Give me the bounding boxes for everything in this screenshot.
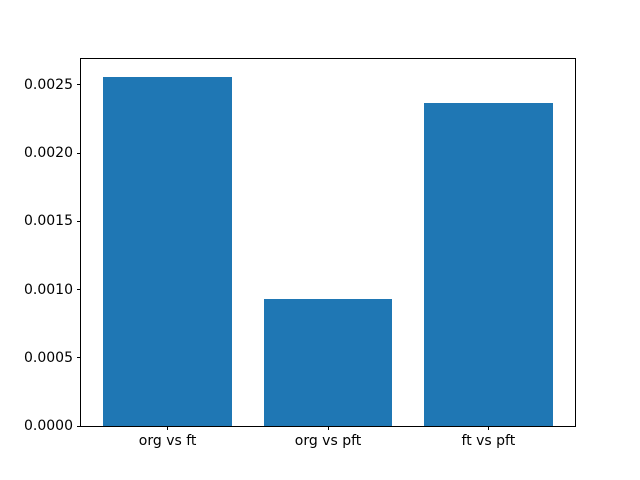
y-tick-label-0.0000: 0.0000 <box>24 418 73 434</box>
x-tick-label-org-vs-pft: org vs pft <box>294 433 362 449</box>
x-tick-label-ft-vs-pft: ft vs pft <box>461 433 516 449</box>
x-tick-label-org-vs-ft: org vs ft <box>138 433 197 449</box>
x-tick-mark-org-vs-pft <box>327 426 329 430</box>
y-tick-mark-0.0015 <box>77 220 81 222</box>
y-tick-label-0.0020: 0.0020 <box>24 145 73 162</box>
y-tick-mark-0.0010 <box>77 289 81 291</box>
plot-area: org vs ft org vs pft ft vs pft 0.0000 0.0005… <box>24 58 576 448</box>
y-tick-mark-0.0025 <box>77 84 81 86</box>
bar-org-vs-pft <box>263 299 393 426</box>
x-tick-mark-ft-vs-pft <box>487 426 489 430</box>
y-tick-label-0.0010: 0.0010 <box>24 281 73 298</box>
bar-org-vs-ft <box>103 76 232 426</box>
y-tick-mark-0.0005 <box>77 357 81 359</box>
y-tick-mark-0.0020 <box>77 152 81 154</box>
y-tick-mark-0.0000 <box>77 425 81 427</box>
y-tick-label-0.0005: 0.0005 <box>24 349 73 366</box>
bar-ft-vs-pft <box>424 102 553 426</box>
y-tick-label-0.0015: 0.0015 <box>24 213 73 230</box>
y-tick-label-0.0025: 0.0025 <box>24 76 73 93</box>
x-tick-mark-org-vs-ft <box>167 426 169 430</box>
